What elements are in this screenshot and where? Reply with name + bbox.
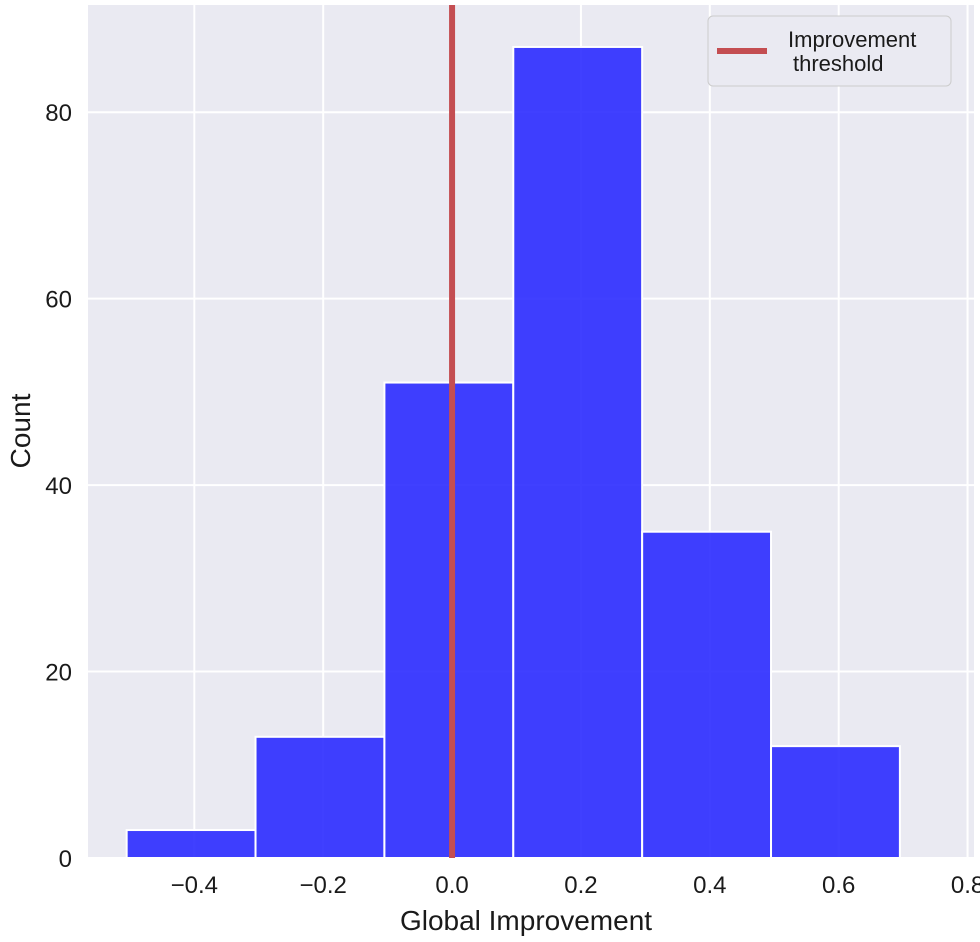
y-tick-label: 60	[45, 287, 72, 314]
histogram-bar	[125, 829, 257, 859]
histogram-bar	[770, 745, 901, 860]
y-tick-label: 40	[45, 473, 72, 500]
histogram-bars	[125, 45, 901, 860]
legend-box	[707, 15, 952, 87]
x-tick-label: 0.2	[564, 872, 597, 899]
x-tick-label: −0.4	[171, 872, 218, 899]
y-tick-label: 20	[45, 660, 72, 687]
histogram-bar	[512, 45, 644, 860]
x-axis-title: Global Improvement	[400, 905, 652, 936]
x-tick-label: 0.8	[951, 872, 980, 899]
histogram-bar	[383, 381, 515, 859]
x-tick-label: 0.4	[693, 872, 726, 899]
legend: Improvement threshold	[707, 15, 952, 87]
x-tick-labels: −0.4 −0.2 0.0 0.2 0.4 0.6 0.8	[171, 872, 980, 899]
x-tick-label: −0.2	[299, 872, 346, 899]
x-tick-label: 0.0	[435, 872, 468, 899]
histogram-bar	[641, 530, 773, 859]
y-axis-title: Count	[5, 393, 36, 468]
legend-label-line-2: threshold	[793, 51, 884, 76]
y-tick-label: 0	[59, 846, 72, 873]
y-tick-label: 80	[45, 100, 72, 127]
y-tick-labels: 0 20 40 60 80	[45, 100, 72, 873]
legend-label-line-1: Improvement	[788, 27, 916, 52]
histogram-bar	[254, 735, 386, 859]
x-tick-label: 0.6	[822, 872, 855, 899]
